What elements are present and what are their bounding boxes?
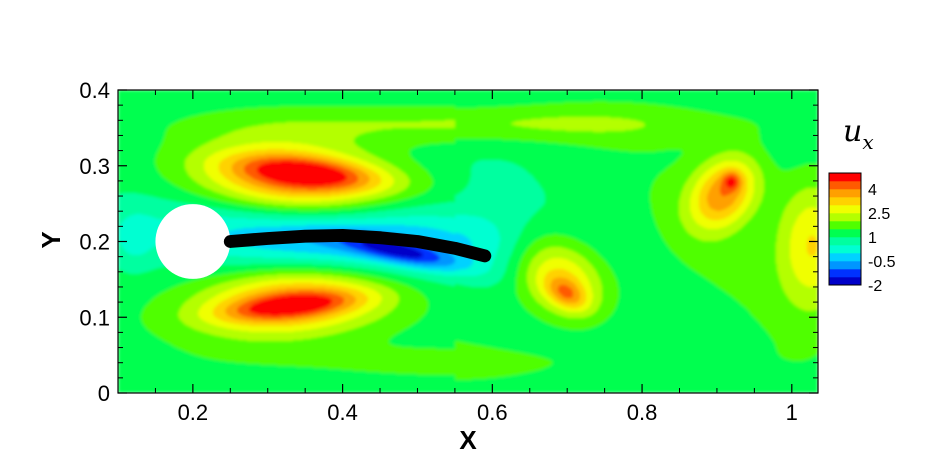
cylinder-obstacle (155, 204, 231, 279)
x-tick-label: 0.4 (327, 400, 358, 425)
colorbar-swatch (829, 189, 861, 198)
colorbar-swatch (829, 269, 861, 278)
y-axis-ticks: 0 0.1 0.2 0.3 0.4 (79, 78, 818, 406)
y-tick-label: 0 (98, 381, 110, 406)
x-tick-label: 0.8 (627, 400, 658, 425)
colorbar-swatch (829, 205, 861, 214)
plot-area (118, 90, 818, 393)
colorbar-swatch (829, 253, 861, 262)
colorbar-swatch (829, 277, 861, 286)
x-tick-label: 1 (786, 400, 798, 425)
colorbar-legend: ux 4 2.5 1 -0.5 -2 (828, 114, 896, 295)
x-tick-label: 0.6 (477, 400, 508, 425)
flexible-flag (223, 228, 492, 263)
colorbar-swatch (829, 261, 861, 270)
colorbar-swatch (829, 245, 861, 254)
colorbar-swatch (829, 213, 861, 222)
colorbar-swatch (829, 237, 861, 246)
y-axis-title: Y (36, 231, 66, 248)
colorbar-labels: 4 2.5 1 -0.5 -2 (868, 182, 896, 295)
colorbar-tick-label: 1 (868, 230, 877, 247)
y-tick-label: 0.1 (79, 305, 110, 330)
y-tick-label: 0.4 (79, 78, 110, 103)
colorbar-swatch (829, 229, 861, 238)
colorbar-tick-label: -2 (868, 278, 882, 295)
x-axis-ticks: 0.2 0.4 0.6 0.8 1 (117, 90, 798, 425)
y-tick-label: 0.2 (79, 230, 110, 255)
colorbar-tick-label: 4 (868, 182, 877, 199)
colorbar-swatch (829, 173, 861, 182)
colorbar-swatch (829, 181, 861, 190)
colorbar-swatch (829, 197, 861, 206)
x-axis-title: X (459, 425, 477, 455)
colorbar-frame (828, 172, 862, 286)
y-tick-label: 0.3 (79, 154, 110, 179)
x-tick-label: 0.2 (178, 400, 209, 425)
colorbar-title: ux (843, 114, 874, 154)
colorbar-swatches (828, 172, 862, 286)
colorbar-swatch (829, 221, 861, 230)
colorbar-tick-label: -0.5 (868, 254, 896, 271)
colorbar-tick-label: 2.5 (868, 206, 890, 223)
